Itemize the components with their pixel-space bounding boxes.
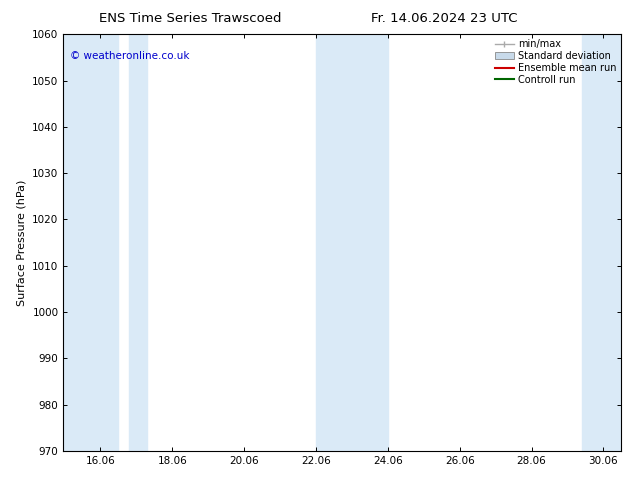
Text: Fr. 14.06.2024 23 UTC: Fr. 14.06.2024 23 UTC xyxy=(370,12,517,25)
Legend: min/max, Standard deviation, Ensemble mean run, Controll run: min/max, Standard deviation, Ensemble me… xyxy=(493,37,618,87)
Text: © weatheronline.co.uk: © weatheronline.co.uk xyxy=(70,51,190,61)
Bar xyxy=(63,34,119,451)
Bar xyxy=(582,34,621,451)
Text: ENS Time Series Trawscoed: ENS Time Series Trawscoed xyxy=(99,12,281,25)
Bar xyxy=(129,34,147,451)
Y-axis label: Surface Pressure (hPa): Surface Pressure (hPa) xyxy=(16,179,27,306)
Bar xyxy=(316,34,388,451)
